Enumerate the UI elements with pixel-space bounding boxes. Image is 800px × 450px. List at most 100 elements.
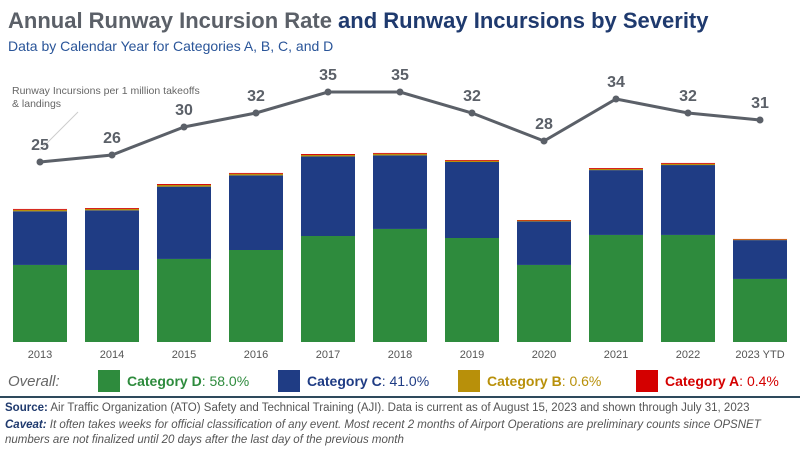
- rate-data-label: 32: [463, 88, 481, 105]
- legend-item-category-b: Category B: 0.6%: [458, 370, 601, 392]
- rate-data-label: 35: [319, 67, 337, 84]
- bar-category-d-2016: [229, 250, 283, 342]
- x-tick-label: 2022: [676, 349, 700, 361]
- rate-data-label: 30: [175, 102, 193, 119]
- x-tick-label: 2016: [244, 349, 268, 361]
- legend-value: : 58.0%: [201, 373, 250, 389]
- x-tick-label: 2018: [388, 349, 412, 361]
- chart-title: Annual Runway Incursion Rate and Runway …: [8, 8, 709, 34]
- bar-category-c-2020: [517, 221, 571, 265]
- x-tick-label: 2013: [28, 349, 52, 361]
- chart-subtitle: Data by Calendar Year for Categories A, …: [8, 38, 334, 54]
- rate-data-label: 35: [391, 67, 409, 84]
- legend-value: : 0.6%: [561, 373, 602, 389]
- rate-data-label: 32: [247, 88, 265, 105]
- x-tick-label: 2020: [532, 349, 556, 361]
- rate-point: [396, 88, 404, 96]
- bar-category-d-2018: [373, 228, 427, 342]
- line-annotation: Runway Incursions per 1 million takeoffs…: [12, 85, 200, 110]
- caveat-note: Caveat: It often takes weeks for officia…: [5, 418, 795, 448]
- rate-point: [756, 116, 764, 124]
- legend-swatch: [98, 370, 120, 392]
- bar-category-b-2021: [589, 168, 643, 171]
- caveat-text: It often takes weeks for official classi…: [5, 419, 761, 446]
- bar-category-a-2022: [661, 162, 715, 164]
- bar-category-b-2020: [517, 220, 571, 222]
- rate-point: [540, 137, 548, 145]
- bar-category-d-2020: [517, 264, 571, 342]
- bar-category-d-2021: [589, 234, 643, 342]
- caveat-label: Caveat:: [5, 419, 47, 431]
- bar-category-c-2014: [85, 210, 139, 270]
- rate-point: [36, 158, 44, 166]
- rate-point: [108, 151, 116, 159]
- bar-category-b-2013: [13, 209, 67, 212]
- bar-category-d-2017: [301, 236, 355, 342]
- bar-category-b-2019: [445, 160, 499, 162]
- x-tick-label: 2021: [604, 349, 628, 361]
- bar-category-a-2015: [157, 184, 211, 185]
- x-tick-label: 2017: [316, 349, 340, 361]
- bar-category-a-2021: [589, 168, 643, 169]
- bar-category-a-2020: [517, 220, 571, 221]
- rate-data-label: 34: [607, 74, 625, 91]
- rate-point: [684, 109, 692, 117]
- bar-category-c-2023-YTD: [733, 240, 787, 279]
- source-text: Air Traffic Organization (ATO) Safety an…: [47, 402, 750, 414]
- rate-point: [468, 109, 476, 117]
- bar-category-b-2015: [157, 184, 211, 187]
- bar-category-a-2013: [13, 208, 67, 210]
- bar-category-c-2019: [445, 162, 499, 238]
- bar-category-a-2016: [229, 172, 283, 174]
- rate-data-label: 26: [103, 130, 121, 147]
- bar-category-d-2014: [85, 270, 139, 342]
- legend-swatch: [636, 370, 658, 392]
- bar-category-c-2013: [13, 211, 67, 265]
- rate-data-label: 31: [751, 95, 769, 112]
- bar-category-d-2013: [13, 264, 67, 342]
- divider: [0, 396, 800, 398]
- bar-category-a-2019: [445, 160, 499, 161]
- rate-line: [39, 90, 761, 164]
- bar-category-d-2019: [445, 238, 499, 342]
- x-tick-label: 2014: [100, 349, 124, 361]
- chart-svg: 2013 2014 2015 2016 2017 2018 2019 2020 2021 2022…: [12, 67, 787, 361]
- legend-value: : 0.4%: [739, 373, 779, 389]
- bar-category-b-2017: [301, 154, 355, 157]
- bar-category-c-2016: [229, 175, 283, 250]
- legend-label: Category C: [307, 373, 382, 389]
- legend-value: : 41.0%: [381, 373, 430, 389]
- rate-point: [612, 95, 620, 103]
- bar-category-b-2023-YTD: [733, 239, 787, 241]
- rate-data-label: 32: [679, 88, 697, 105]
- rate-point: [180, 123, 188, 131]
- legend: Overall: Category D: 58.0% Category C: 41…: [0, 370, 800, 396]
- bar-category-a-2014: [85, 208, 139, 209]
- bar-category-b-2022: [661, 163, 715, 166]
- bar-category-b-2018: [373, 153, 427, 156]
- source-note: Source: Air Traffic Organization (ATO) S…: [5, 402, 750, 414]
- x-tick-label: 2015: [172, 349, 196, 361]
- bar-category-d-2023-YTD: [733, 278, 787, 342]
- bar-category-d-2022: [661, 234, 715, 342]
- bar-category-c-2015: [157, 186, 211, 259]
- legend-swatch: [458, 370, 480, 392]
- legend-swatch: [278, 370, 300, 392]
- x-tick-label: 2019: [460, 349, 484, 361]
- x-tick-label: 2023 YTD: [735, 349, 784, 361]
- bar-category-a-2017: [301, 154, 355, 155]
- title-rate: Annual Runway Incursion Rate: [8, 8, 332, 33]
- rate-point: [324, 88, 332, 96]
- bar-category-a-2018: [373, 152, 427, 154]
- legend-item-category-a: Category A: 0.4%: [636, 370, 779, 392]
- legend-item-category-c: Category C: 41.0%: [278, 370, 429, 392]
- source-label: Source:: [5, 402, 48, 414]
- rate-point: [252, 109, 260, 117]
- bar-category-d-2015: [157, 258, 211, 342]
- legend-item-category-d: Category D: 58.0%: [98, 370, 249, 392]
- legend-label: Category A: [665, 373, 740, 389]
- bar-category-c-2022: [661, 165, 715, 235]
- rate-data-label: 25: [31, 137, 49, 154]
- bar-category-b-2014: [85, 208, 139, 211]
